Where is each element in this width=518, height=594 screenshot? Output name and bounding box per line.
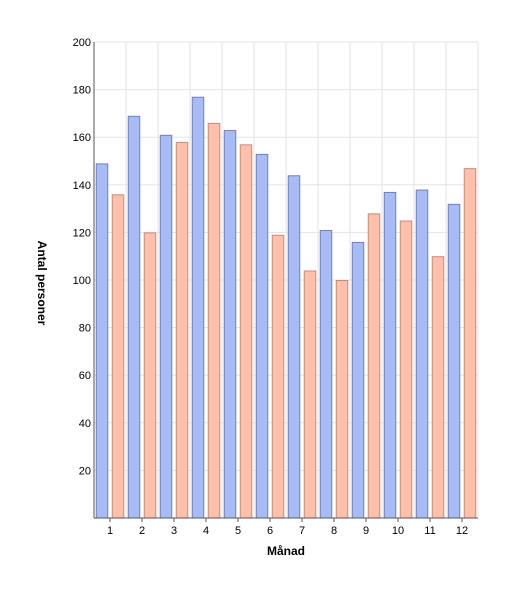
grid-layer — [93, 41, 479, 518]
x-tick-label: 9 — [363, 525, 369, 537]
bar-series-2-month-9 — [367, 213, 381, 519]
bar-series-2-month-11 — [431, 256, 445, 519]
axes-layer — [93, 42, 478, 522]
bar-series-1-month-5 — [223, 130, 237, 519]
y-tick-label: 140 — [73, 180, 91, 192]
y-tick-label: 180 — [73, 85, 91, 97]
x-tick-label: 5 — [235, 525, 241, 537]
x-tick-label: 7 — [299, 525, 305, 537]
x-tick-label: 2 — [139, 525, 145, 537]
bar-series-2-month-7 — [303, 270, 317, 519]
bar-series-2-month-1 — [111, 194, 125, 519]
x-tick-label: 8 — [331, 525, 337, 537]
y-tick-label: 80 — [79, 323, 91, 335]
y-tick-label: 200 — [73, 37, 91, 49]
bar-series-1-month-11 — [415, 189, 429, 519]
bar-series-2-month-10 — [399, 220, 413, 519]
x-axis-title: Månad — [267, 544, 305, 558]
y-axis-title: Antal personer — [35, 241, 49, 326]
x-tick-label: 11 — [424, 525, 435, 537]
bar-series-2-month-3 — [175, 141, 189, 519]
bar-series-1-month-12 — [447, 203, 461, 519]
bar-series-2-month-12 — [463, 168, 477, 519]
y-tick-label: 60 — [79, 370, 91, 382]
y-tick-label: 160 — [73, 132, 91, 144]
bar-series-1-month-10 — [383, 191, 397, 519]
x-tick-label: 12 — [456, 525, 468, 537]
x-tick-label: 6 — [267, 525, 273, 537]
bar-series-1-month-9 — [351, 241, 365, 519]
bar-series-1-month-6 — [255, 153, 269, 519]
bar-series-2-month-5 — [239, 144, 253, 519]
bar-series-2-month-8 — [335, 280, 349, 519]
bar-series-2-month-4 — [207, 122, 221, 519]
bar-series-2-month-6 — [271, 234, 285, 519]
x-tick-label: 3 — [171, 525, 177, 537]
bar-series-1-month-2 — [127, 115, 141, 519]
y-tick-label: 120 — [73, 227, 91, 239]
bar-series-2-month-2 — [143, 232, 157, 519]
x-tick-label: 10 — [392, 525, 404, 537]
y-tick-label: 20 — [79, 465, 91, 477]
bar-series-1-month-7 — [287, 175, 301, 519]
y-tick-label: 100 — [73, 275, 91, 287]
x-tick-label: 1 — [107, 525, 113, 537]
bar-series-1-month-3 — [159, 134, 173, 519]
bar-series-1-month-4 — [191, 96, 205, 519]
bar-series-1-month-1 — [95, 163, 109, 519]
y-tick-label: 40 — [79, 418, 91, 430]
x-tick-label: 4 — [203, 525, 209, 537]
bar-series-1-month-8 — [319, 230, 333, 519]
